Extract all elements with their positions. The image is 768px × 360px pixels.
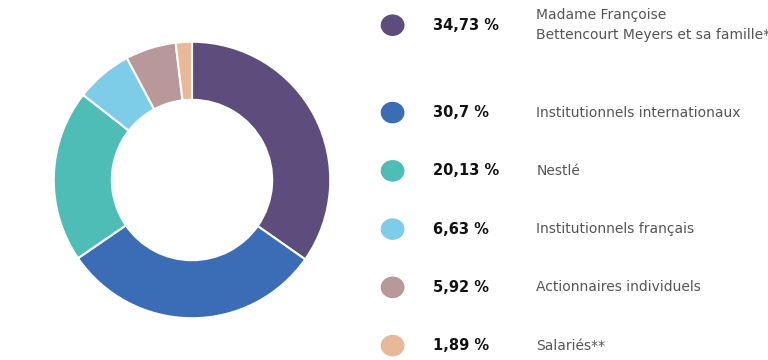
- Text: Institutionnels français: Institutionnels français: [536, 222, 694, 236]
- Circle shape: [382, 161, 404, 181]
- Text: 34,73 %: 34,73 %: [432, 18, 498, 33]
- Circle shape: [382, 277, 404, 297]
- Text: Actionnaires individuels: Actionnaires individuels: [536, 280, 701, 294]
- Text: 20,13 %: 20,13 %: [432, 163, 498, 178]
- Circle shape: [382, 219, 404, 239]
- Text: 6,63 %: 6,63 %: [432, 222, 488, 237]
- Text: 30,7 %: 30,7 %: [432, 105, 488, 120]
- Wedge shape: [176, 42, 192, 100]
- Text: Salariés**: Salariés**: [536, 339, 605, 352]
- Text: Institutionnels internationaux: Institutionnels internationaux: [536, 105, 741, 120]
- Text: 5,92 %: 5,92 %: [432, 280, 488, 295]
- Text: 1,89 %: 1,89 %: [432, 338, 488, 353]
- Circle shape: [382, 15, 404, 35]
- Circle shape: [382, 103, 404, 123]
- Text: Madame Françoise
Bettencourt Meyers et sa famille*: Madame Françoise Bettencourt Meyers et s…: [536, 8, 768, 42]
- Wedge shape: [54, 95, 129, 258]
- Wedge shape: [83, 58, 154, 131]
- Circle shape: [382, 336, 404, 356]
- Wedge shape: [192, 42, 330, 259]
- Text: Nestlé: Nestlé: [536, 164, 581, 178]
- Wedge shape: [127, 43, 183, 109]
- Wedge shape: [78, 225, 305, 318]
